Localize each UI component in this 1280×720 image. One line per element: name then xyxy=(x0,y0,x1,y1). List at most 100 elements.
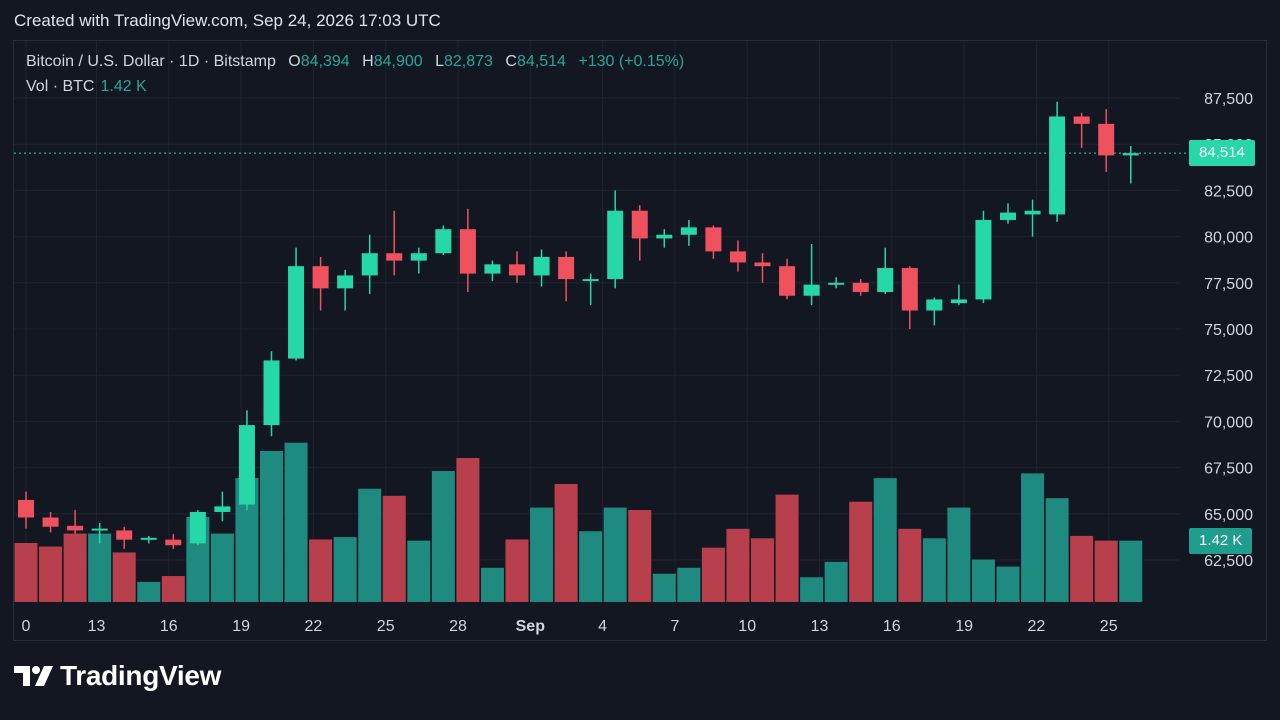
volume-bar xyxy=(284,442,308,602)
volume-bar xyxy=(971,559,995,602)
volume-bar xyxy=(39,546,63,602)
volume-bar xyxy=(603,507,627,602)
volume-bar xyxy=(88,533,112,602)
candle-body xyxy=(361,253,378,276)
volume-bar xyxy=(309,539,333,602)
candle-body xyxy=(91,528,108,531)
candle-body xyxy=(803,284,820,296)
candle-body xyxy=(484,264,501,274)
volume-bar xyxy=(849,501,873,602)
candle-body xyxy=(337,275,354,289)
candle-body xyxy=(509,264,525,276)
volume-bar xyxy=(235,478,259,602)
volume-bar xyxy=(873,478,897,602)
y-tick-label: 67,500 xyxy=(1204,461,1253,478)
candle-body xyxy=(42,517,59,527)
y-tick-label: 77,500 xyxy=(1204,276,1253,293)
chart-panel xyxy=(13,40,1267,641)
candle-body xyxy=(1122,153,1139,156)
y-tick-label: 70,000 xyxy=(1204,414,1253,431)
volume-bar xyxy=(677,567,701,602)
candle-body xyxy=(852,282,869,293)
low-label: L xyxy=(435,53,444,70)
candle-body xyxy=(754,262,771,267)
volume-bar xyxy=(1094,540,1118,602)
volume-bar xyxy=(628,509,652,602)
candle-body xyxy=(975,219,992,300)
x-tick-label: Sep xyxy=(516,618,546,635)
x-tick-label: 10 xyxy=(738,618,756,635)
close-label: C xyxy=(505,53,517,70)
candle-body xyxy=(18,499,34,518)
candle-body xyxy=(140,537,157,540)
volume-bar xyxy=(480,567,504,602)
candle-body xyxy=(680,227,697,235)
candle-body xyxy=(312,266,329,289)
last-price-badge: 84,514 xyxy=(1189,140,1255,167)
candle-body xyxy=(607,210,624,280)
x-tick-label: 16 xyxy=(883,618,901,635)
volume-bar xyxy=(112,552,136,602)
low-value: 82,873 xyxy=(444,53,493,70)
volume-bar xyxy=(554,484,578,602)
candle-body xyxy=(582,279,599,282)
volume-value: 1.42 K xyxy=(100,78,147,95)
x-tick-label: 13 xyxy=(811,618,829,635)
candle-body xyxy=(288,266,305,359)
close-value: 84,514 xyxy=(516,53,566,70)
tradingview-logo-icon xyxy=(14,666,53,686)
x-tick-label: 28 xyxy=(449,618,467,635)
volume-bar xyxy=(726,528,750,602)
candle-body xyxy=(828,282,845,285)
candle-body xyxy=(705,227,722,252)
candle-body xyxy=(1024,210,1041,215)
y-tick-label: 62,500 xyxy=(1204,553,1253,570)
candle-body xyxy=(459,229,476,274)
ohlc-legend: Bitcoin / U.S. Dollar · 1D · Bitstamp O8… xyxy=(26,53,684,71)
y-tick-label: 87,500 xyxy=(1204,91,1253,108)
chart-caption: Created with TradingView.com, Sep 24, 20… xyxy=(14,11,441,30)
x-tick-label: 25 xyxy=(1100,618,1118,635)
candle-body xyxy=(631,210,648,239)
volume-bar xyxy=(63,533,87,602)
candle-body xyxy=(1049,116,1066,215)
volume-legend: Vol · BTC 1.42 K xyxy=(26,78,147,96)
volume-bar xyxy=(505,539,529,602)
volume-bar xyxy=(947,507,971,602)
last-volume-badge: 1.42 K xyxy=(1189,527,1253,554)
volume-bar xyxy=(1021,473,1045,602)
volume-bar xyxy=(824,561,848,602)
y-tick-label: 82,500 xyxy=(1204,183,1253,200)
volume-label[interactable]: Vol · BTC xyxy=(26,78,95,95)
volume-bar xyxy=(456,458,480,602)
volume-bar xyxy=(800,577,824,602)
volume-bar xyxy=(407,540,431,602)
candle-body xyxy=(1000,212,1016,220)
candle-body xyxy=(533,256,550,276)
y-tick-label: 72,500 xyxy=(1204,368,1253,385)
candle-body xyxy=(116,530,133,540)
volume-bar xyxy=(14,543,38,602)
x-tick-label: 7 xyxy=(670,618,679,635)
volume-bar xyxy=(898,528,922,602)
volume-bar xyxy=(260,450,283,602)
volume-bar xyxy=(922,538,946,602)
candle-body xyxy=(238,425,255,505)
candle-body xyxy=(926,299,943,311)
x-tick-label: 4 xyxy=(598,618,607,635)
candle-body xyxy=(263,360,280,426)
x-tick-label: 19 xyxy=(955,618,973,635)
tradingview-brand[interactable]: TradingView xyxy=(14,660,221,692)
volume-bar xyxy=(751,538,774,602)
symbol-label[interactable]: Bitcoin / U.S. Dollar · 1D · Bitstamp xyxy=(26,53,276,70)
candle-body xyxy=(189,511,206,544)
candle-body xyxy=(1098,123,1115,156)
volume-bar xyxy=(1070,535,1094,602)
volume-bar xyxy=(996,566,1020,602)
candle-body xyxy=(1073,116,1090,124)
candle-body xyxy=(729,251,746,263)
x-tick-label: 16 xyxy=(160,618,178,635)
volume-bar xyxy=(530,507,554,602)
candle-body xyxy=(901,268,918,311)
